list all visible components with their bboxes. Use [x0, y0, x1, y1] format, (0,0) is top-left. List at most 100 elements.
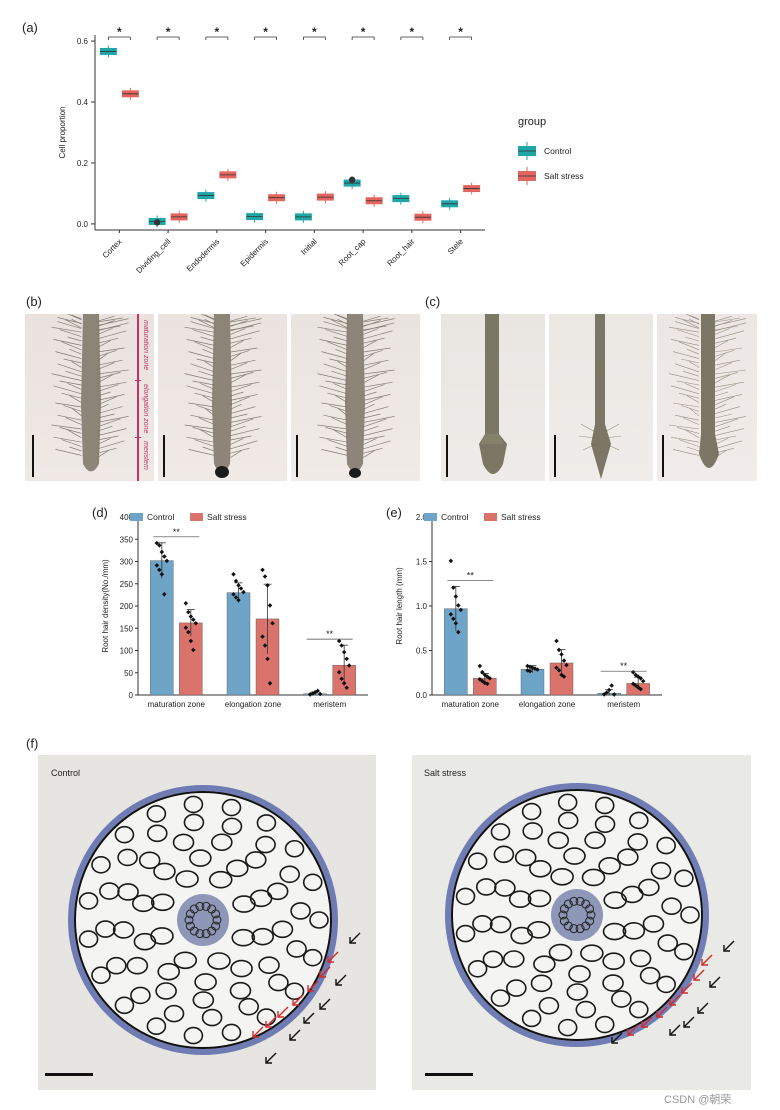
cortex-cell — [91, 966, 111, 985]
panel-label-e: (e) — [386, 505, 402, 520]
root-hair — [714, 350, 735, 357]
arrow-shaft — [611, 1032, 623, 1044]
cortex-cell — [521, 1009, 542, 1028]
stele-cell — [212, 915, 222, 925]
cortex-cell — [221, 1023, 242, 1042]
arrow-shaft — [335, 974, 347, 986]
arrow — [307, 980, 319, 992]
root-photo-c2 — [549, 314, 653, 481]
root-hair — [714, 352, 727, 362]
data-point — [448, 558, 454, 564]
cortex-cell — [467, 959, 488, 978]
arrow-shaft — [307, 980, 319, 992]
root-hair — [230, 413, 248, 419]
root-hair — [714, 391, 729, 397]
data-point — [556, 647, 562, 653]
arrow-shaft — [252, 1026, 264, 1038]
x-tick-label: meristem — [313, 700, 346, 709]
data-point — [188, 614, 194, 619]
cortex-cell — [153, 862, 176, 881]
arrow — [349, 932, 361, 944]
root-hair — [682, 370, 700, 377]
legend-label: Control — [544, 146, 572, 156]
arrow-head — [669, 999, 676, 1006]
root-hair — [714, 320, 733, 327]
x-tick-label: elongation zone — [519, 700, 576, 709]
cortex-cell — [211, 833, 233, 852]
root-hair — [672, 402, 700, 408]
root-hair — [97, 440, 125, 450]
root-hair — [97, 362, 115, 370]
root-hair — [714, 315, 733, 322]
root-hair — [186, 339, 215, 346]
cortex-cell — [175, 870, 199, 888]
data-point — [344, 656, 349, 662]
cortex-cell — [106, 956, 127, 975]
arrow-head — [319, 1003, 326, 1010]
scale-bar-f2 — [425, 1073, 473, 1076]
cortex-cell — [290, 902, 311, 920]
root-hair — [714, 416, 747, 423]
root-hair — [363, 359, 389, 366]
root-hair — [363, 416, 395, 423]
cortex-cell — [661, 897, 682, 916]
data-point — [231, 572, 236, 577]
root-hair — [57, 321, 82, 329]
root-hair — [331, 319, 348, 329]
cortex-cell — [657, 934, 679, 952]
cortex-cell — [150, 927, 174, 945]
root-hair — [714, 428, 745, 436]
arrow-shaft — [723, 940, 735, 952]
arrow — [627, 1024, 639, 1036]
root-hair — [333, 336, 348, 342]
root-hair — [714, 322, 747, 332]
root-hair — [684, 429, 700, 439]
cortex-cell — [494, 879, 516, 897]
root-hair — [317, 424, 348, 430]
data-point — [186, 609, 191, 615]
root-hair — [230, 330, 260, 340]
root-hair — [674, 321, 700, 329]
cortex-cell — [155, 982, 177, 1000]
root-illustration-b2 — [184, 314, 262, 478]
root-hair — [363, 403, 375, 410]
root-hair — [190, 414, 215, 421]
arrow-shaft — [319, 966, 331, 978]
cortex-cell — [255, 835, 276, 854]
cortex-cell — [656, 975, 676, 994]
cortex-cell — [194, 973, 217, 991]
stele-cell — [581, 921, 591, 931]
cortex-cell — [594, 796, 615, 815]
cortex-cell — [533, 955, 556, 973]
root-hair — [69, 348, 82, 355]
arrow-shaft — [641, 1016, 653, 1028]
data-point — [453, 594, 459, 599]
root-hair — [363, 350, 383, 357]
root-hair — [682, 319, 700, 329]
cortex-cell — [163, 1004, 185, 1023]
root-hair — [363, 391, 377, 397]
root-hair — [714, 406, 741, 414]
root-hair — [668, 373, 700, 381]
stele-cell — [189, 904, 199, 914]
cortex-cell — [183, 1026, 204, 1045]
root-hair — [230, 450, 242, 458]
root-hair — [714, 418, 739, 428]
panel-label-c: (c) — [425, 294, 441, 309]
significance-label: ** — [620, 661, 628, 671]
root-hair — [686, 395, 700, 403]
root-hair — [230, 440, 258, 450]
stele-cell — [185, 921, 195, 931]
legend-key — [130, 513, 143, 521]
cortex-cell — [131, 894, 155, 913]
y-axis-label: Root hair length (mm) — [395, 567, 404, 645]
root-hair — [363, 320, 381, 327]
arrow-head — [292, 999, 299, 1006]
cortex-cell — [482, 950, 504, 969]
arrow-head — [683, 1021, 690, 1028]
data-point — [260, 567, 265, 573]
data-point — [606, 687, 612, 693]
x-tick-label: maturation zone — [442, 700, 500, 709]
root-hair — [680, 358, 700, 364]
root-hair — [714, 330, 745, 340]
